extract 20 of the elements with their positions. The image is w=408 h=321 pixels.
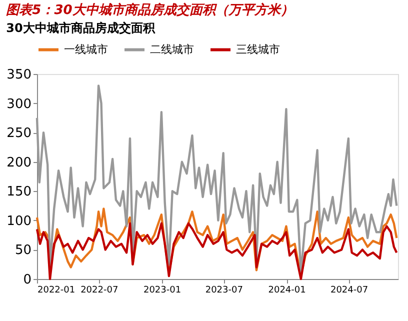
x-tick-label: 2022-07	[80, 286, 118, 296]
x-tick-label: 2023-07	[205, 286, 243, 296]
y-tick-label: 0	[23, 272, 32, 288]
y-tick-label: 150	[6, 184, 32, 200]
y-tick-label: 200	[6, 155, 32, 170]
legend-label: 一线城市	[64, 42, 108, 56]
x-tick-label: 2024-01	[268, 286, 306, 296]
y-tick-label: 250	[6, 126, 32, 142]
y-tick-label: 300	[6, 96, 32, 112]
legend-label: 二线城市	[150, 42, 194, 56]
x-tick-label: 2023-01	[143, 286, 182, 296]
x-tick-label: 2024-07	[330, 286, 368, 296]
y-tick-label: 50	[14, 243, 32, 258]
line-series	[36, 84, 398, 274]
chart-title: 图表5：30大中城市商品房成交面积（万平方米）	[6, 2, 294, 18]
x-tick-label: 2022-01	[38, 286, 76, 296]
chart-subtitle: 30大中城市商品房成交面积	[6, 21, 156, 35]
y-tick-label: 350	[6, 68, 32, 82]
y-tick-label: 100	[6, 214, 32, 229]
legend-label: 三线城市	[236, 42, 280, 56]
